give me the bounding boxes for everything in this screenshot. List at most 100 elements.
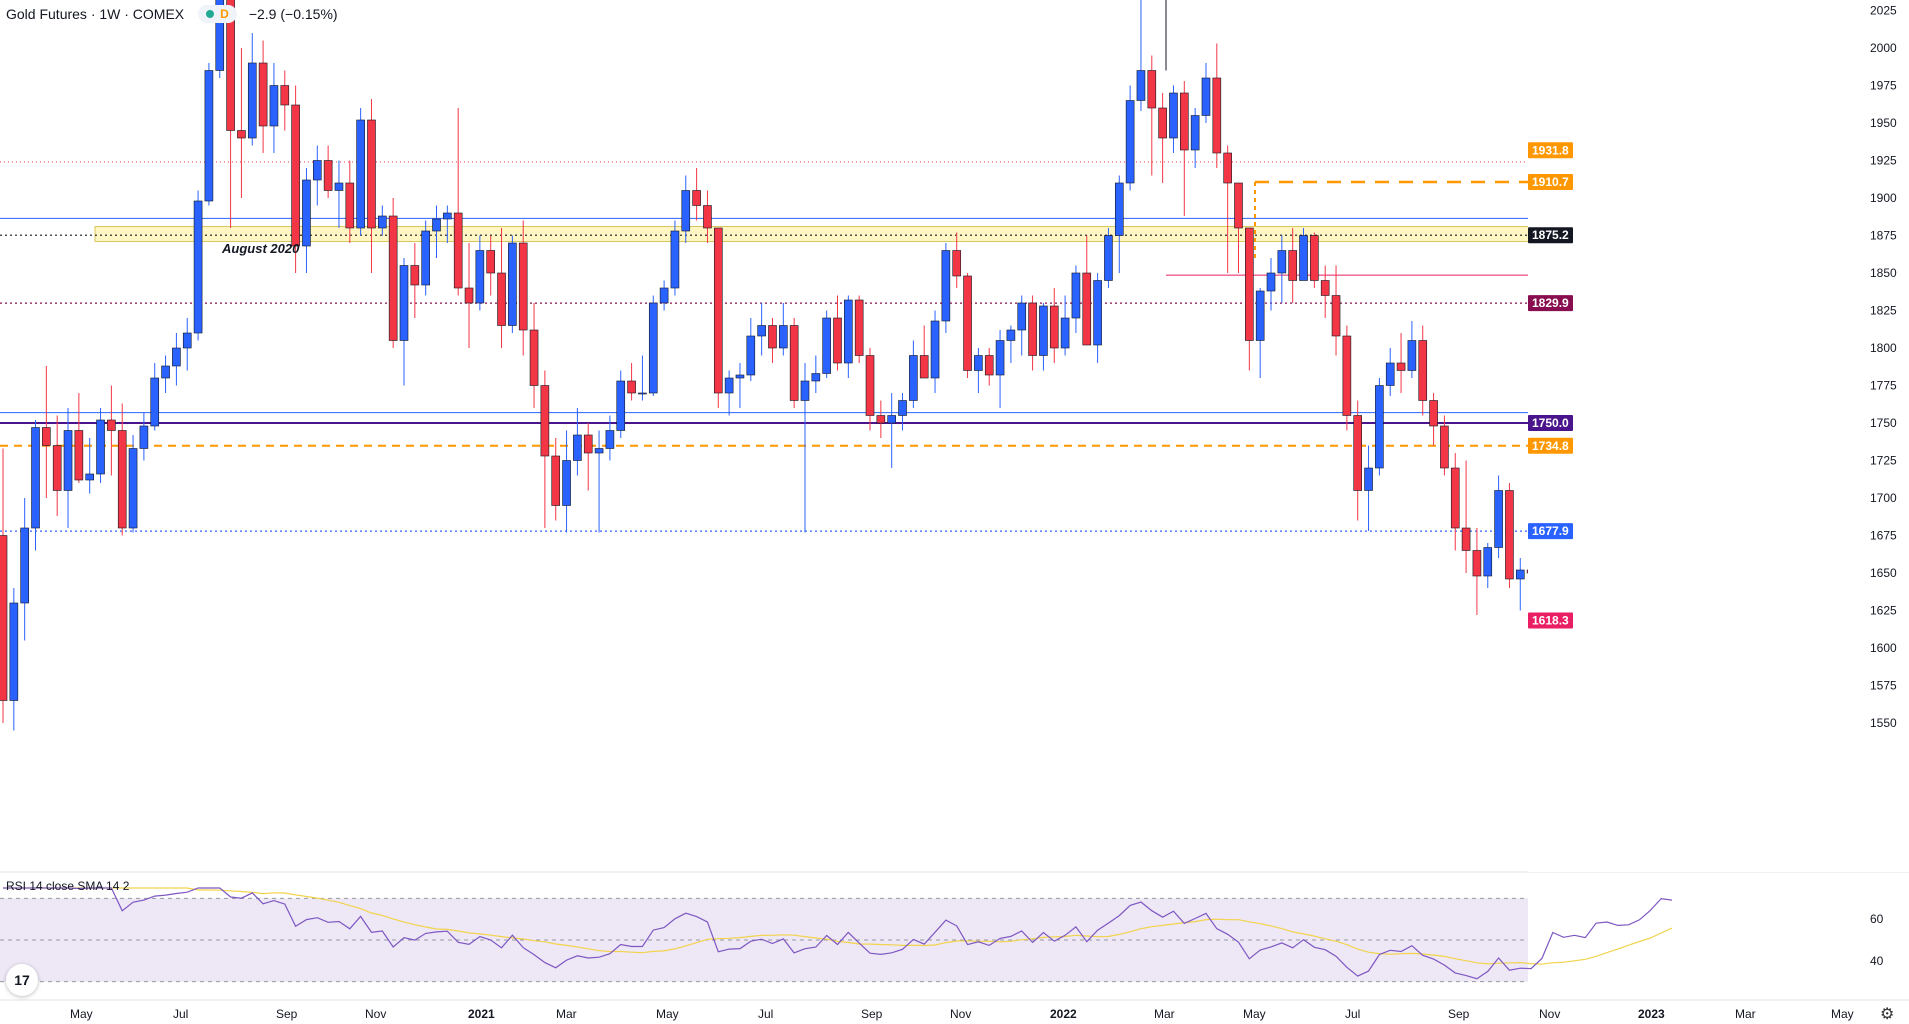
candle-body	[594, 448, 604, 454]
candle-body	[583, 434, 593, 454]
candle-body	[1483, 547, 1493, 577]
candle-body	[312, 160, 322, 181]
time-label: May	[1831, 1007, 1854, 1021]
candle-body	[302, 179, 311, 247]
gear-icon[interactable]: ⚙	[1880, 1006, 1895, 1023]
price-badge-label: 1734.8	[1532, 439, 1569, 453]
time-axis: May Jul Sep Nov 2021 Mar May Jul Sep Nov 2022 Mar Ma…	[0, 999, 1909, 1021]
candle-body	[930, 320, 940, 379]
candle-body	[898, 400, 907, 416]
candle-body	[811, 373, 821, 382]
candle-body	[475, 250, 485, 304]
candle-body	[1310, 235, 1319, 281]
candle-body	[291, 104, 300, 247]
price-tick-label: 1825	[1870, 304, 1897, 318]
price-tick-label: 1650	[1870, 566, 1897, 580]
candle-body	[692, 190, 701, 206]
candle-body	[139, 425, 149, 449]
price-tick-label: 1775	[1870, 379, 1897, 393]
candle-body	[822, 317, 831, 374]
price-tick-label: 1600	[1870, 641, 1897, 655]
price-tick-label: 1700	[1870, 491, 1897, 505]
candle-body	[1385, 362, 1395, 386]
candle-body	[1418, 340, 1428, 401]
candle-body	[1234, 182, 1243, 229]
price-badge	[1528, 227, 1573, 244]
candle-body	[31, 427, 40, 529]
candle-body	[1245, 227, 1254, 341]
candle-body	[172, 347, 181, 367]
candle-body	[1375, 385, 1384, 469]
candle-body	[0, 535, 8, 701]
candle-body	[1212, 77, 1222, 154]
candle-body	[1190, 115, 1200, 151]
candle-body	[226, 0, 235, 131]
time-label: Nov	[1539, 1007, 1560, 1021]
price-tick-label: 1675	[1870, 529, 1897, 543]
rsi-tick-label: 40	[1870, 954, 1884, 968]
tradingview-logo-icon[interactable]: 17	[6, 964, 38, 996]
price-tick-label: 1975	[1870, 79, 1897, 93]
candle-body	[443, 212, 452, 220]
price-badge	[1528, 142, 1573, 159]
price-badge	[1528, 173, 1573, 190]
candle-body	[1136, 70, 1146, 101]
candle-body	[670, 230, 680, 289]
candle-body	[638, 392, 647, 395]
candle-body	[258, 62, 268, 127]
candle-body	[74, 430, 84, 481]
candle-body	[486, 250, 495, 274]
price-tick-label: 1750	[1870, 416, 1897, 430]
candle-body	[453, 212, 463, 289]
candle-body	[20, 527, 29, 604]
candle-body	[117, 430, 127, 529]
candle-body	[627, 380, 636, 394]
candle-body	[410, 265, 420, 286]
candle-body	[1114, 182, 1124, 236]
price-badge-label: 1829.9	[1532, 296, 1569, 310]
time-label: Nov	[950, 1007, 971, 1021]
candle-body	[1472, 550, 1482, 577]
price-badge-label: 1750.0	[1532, 416, 1569, 430]
candle-body	[432, 218, 441, 232]
candle-body	[1158, 107, 1167, 139]
candle-body	[1515, 569, 1525, 580]
august-2020-zone	[94, 226, 1752, 242]
symbol-title[interactable]: Gold Futures · 1W · COMEX	[6, 6, 185, 22]
candle-body	[1169, 92, 1178, 139]
candle-body	[562, 460, 571, 506]
candle-body	[1494, 490, 1503, 548]
candle-body	[464, 287, 474, 304]
candle-body	[1071, 272, 1081, 319]
candle-body	[85, 473, 95, 481]
candle-body	[1450, 467, 1460, 529]
candle-body	[107, 419, 116, 431]
time-label: May	[656, 1007, 679, 1021]
candle-body	[508, 242, 517, 326]
candle-body	[334, 182, 344, 191]
price-tick-label: 1550	[1870, 716, 1897, 730]
candle-body	[1440, 425, 1449, 469]
candle-body	[182, 332, 192, 349]
price-tick-label: 1800	[1870, 341, 1897, 355]
candle-body	[1060, 317, 1070, 349]
candle-body	[713, 227, 723, 394]
candle-body	[96, 419, 105, 475]
candle-body	[269, 85, 279, 127]
candle-body	[237, 130, 246, 139]
candle-body	[952, 250, 962, 277]
price-tick-label: 1850	[1870, 266, 1897, 280]
candle-body	[1039, 305, 1048, 356]
candle-body	[1082, 272, 1092, 346]
candle-body	[724, 377, 734, 394]
interval-badge: D	[220, 7, 229, 21]
candle-body	[887, 415, 896, 424]
status-pill[interactable]: D	[198, 5, 237, 23]
candle-body	[757, 325, 766, 337]
candle-body	[833, 317, 842, 364]
rsi-tick-label: 60	[1870, 912, 1884, 926]
candle-body	[1006, 329, 1016, 341]
price-change: −2.9 (−0.15%)	[248, 6, 338, 22]
candle-body	[345, 182, 355, 229]
